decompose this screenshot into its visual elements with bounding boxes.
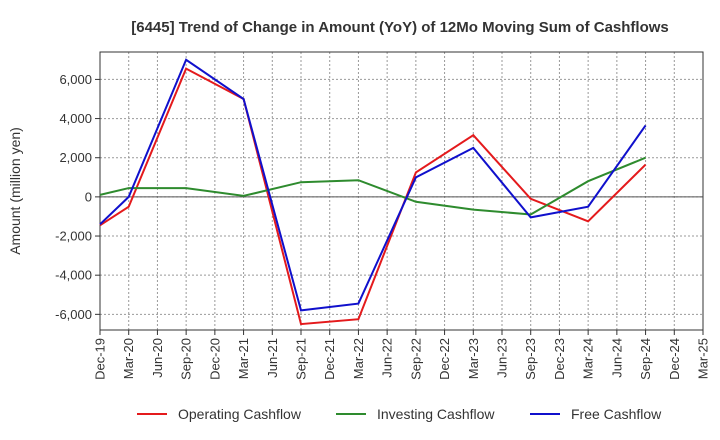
y-tick-label: 4,000 — [59, 111, 92, 126]
x-tick-label: Mar-25 — [696, 338, 711, 379]
grid — [99, 52, 704, 330]
x-tick-label: Mar-22 — [351, 338, 366, 379]
x-tick-label: Jun-24 — [609, 338, 624, 378]
x-tick-label: Sep-22 — [408, 338, 423, 380]
chart-title: [6445] Trend of Change in Amount (YoY) o… — [131, 19, 669, 36]
x-tick-label: Mar-21 — [236, 338, 251, 379]
y-axis-title: Amount (million yen) — [7, 127, 23, 255]
y-tick-label: 2,000 — [59, 150, 92, 165]
x-tick-label: Mar-24 — [581, 338, 596, 379]
legend: Operating Cashflow Investing Cashflow Free… — [137, 406, 662, 422]
y-tick-label: -4,000 — [55, 268, 92, 283]
series-line-operating-cashflow — [99, 67, 647, 326]
legend-label-operating-cashflow: Operating Cashflow — [178, 406, 302, 422]
x-tick-label: Jun-23 — [495, 338, 510, 378]
y-tick-label: -2,000 — [55, 229, 92, 244]
x-tick-label: Dec-23 — [552, 338, 567, 380]
plot-frame — [99, 51, 704, 331]
series-line-investing-cashflow — [99, 156, 646, 216]
x-tick-label: Mar-23 — [466, 338, 481, 379]
series-lines — [99, 58, 647, 326]
x-tick-label: Dec-20 — [207, 338, 222, 380]
axes: -6,000 -4,000 -2,000 0 2,000 4,000 6,000 Dec-19… — [55, 51, 711, 380]
x-tick-label: Jun-22 — [380, 338, 395, 378]
x-tick-label: Sep-24 — [638, 338, 653, 380]
x-tick-label: Sep-20 — [179, 338, 194, 380]
x-tick-label: Dec-22 — [437, 338, 452, 380]
x-tick-label: Dec-21 — [322, 338, 337, 380]
y-tick-label: 0 — [85, 189, 92, 204]
x-tick-label: Sep-23 — [523, 338, 538, 380]
x-tick-label: Mar-20 — [121, 338, 136, 379]
series-line-free-cashflow — [99, 58, 647, 312]
x-tick-label: Dec-19 — [93, 338, 108, 380]
legend-label-free-cashflow: Free Cashflow — [571, 406, 662, 422]
y-tick-label: 6,000 — [59, 72, 92, 87]
y-tick-label: -6,000 — [55, 307, 92, 322]
legend-label-investing-cashflow: Investing Cashflow — [377, 406, 495, 422]
x-tick-label: Sep-21 — [294, 338, 309, 380]
x-tick-label: Jun-20 — [150, 338, 165, 378]
x-tick-label: Dec-24 — [667, 338, 682, 380]
x-tick-label: Jun-21 — [265, 338, 280, 378]
